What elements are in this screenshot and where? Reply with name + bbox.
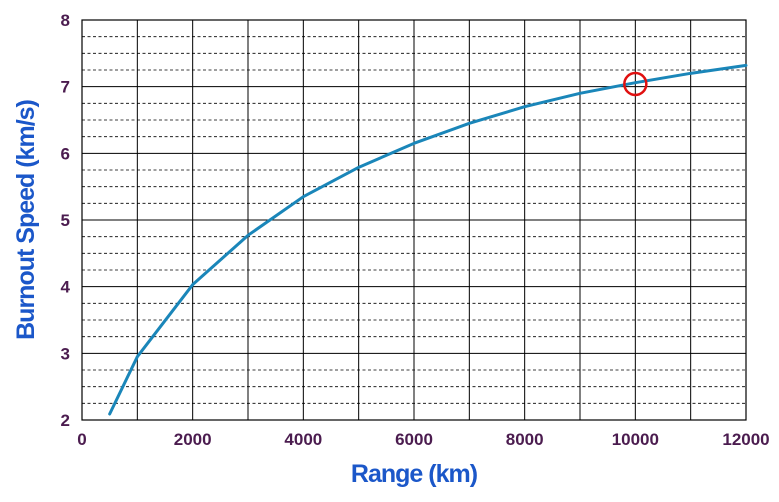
y-tick-label: 7 [61, 78, 70, 97]
y-tick-label: 5 [61, 211, 70, 230]
highlight-marker [623, 71, 648, 97]
y-tick-labels: 2 3 4 5 6 7 8 [61, 11, 71, 430]
y-tick-label: 3 [61, 344, 70, 363]
x-tick-label: 2000 [174, 430, 212, 449]
major-grid [82, 20, 746, 420]
y-axis-title: Burnout Speed (km/s) [12, 99, 40, 339]
x-tick-labels: 0 2000 4000 6000 8000 10000 12000 [77, 430, 769, 449]
x-tick-label: 6000 [395, 430, 433, 449]
plot-frame [81, 19, 747, 421]
x-tick-label: 0 [77, 430, 86, 449]
y-tick-label: 6 [61, 144, 70, 163]
y-tick-label: 8 [61, 11, 70, 30]
burnout-speed-line [108, 63, 748, 416]
x-tick-label: 8000 [506, 430, 544, 449]
x-axis-title: Range (km) [351, 460, 478, 488]
x-tick-label: 4000 [284, 430, 322, 449]
x-tick-label: 10000 [612, 430, 659, 449]
y-tick-label: 2 [61, 411, 70, 430]
x-tick-label: 12000 [722, 430, 769, 449]
y-tick-label: 4 [61, 278, 71, 297]
